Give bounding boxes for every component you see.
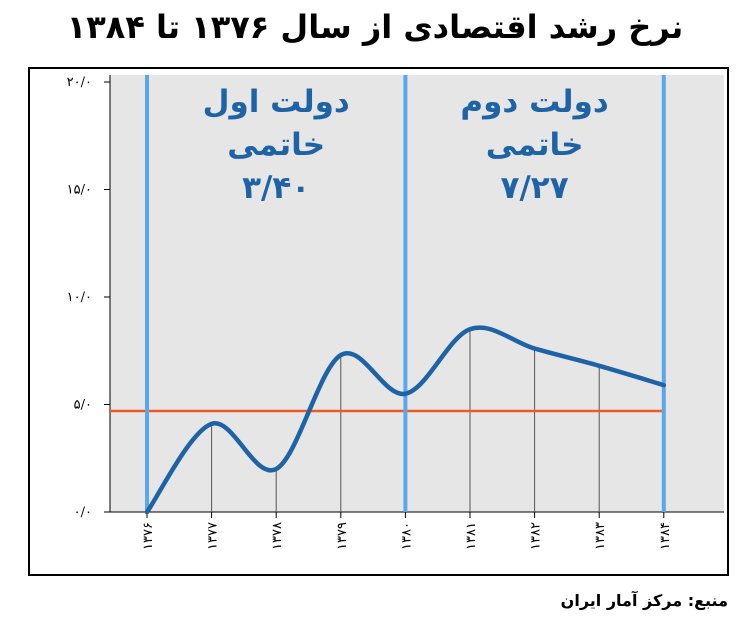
data-point <box>534 348 536 350</box>
data-point <box>275 468 277 470</box>
period-annotation: خاتمی <box>486 127 584 163</box>
x-tick-label: ۱۳۷۶ <box>141 522 156 550</box>
x-tick-label: ۱۳۷۹ <box>335 522 350 550</box>
plot-area <box>110 75 724 512</box>
data-point <box>146 511 148 513</box>
period-annotation: ۷/۲۷ <box>501 170 569 206</box>
period-annotation: خاتمی <box>227 127 325 163</box>
chart-title: نرخ رشد اقتصادی از سال ۱۳۷۶ تا ۱۳۸۴ <box>66 8 684 46</box>
data-point <box>469 328 471 330</box>
y-tick-label: ۰/۰ <box>74 505 92 520</box>
period-annotation: دولت اول <box>203 84 350 120</box>
x-tick-label: ۱۳۷۸ <box>270 522 285 550</box>
x-tick-label: ۱۳۸۱ <box>464 522 479 550</box>
x-tick-label: ۱۳۸۳ <box>593 522 608 550</box>
x-tick-label: ۱۳۸۰ <box>399 522 414 550</box>
source-note: منبع: مرکز آمار ایران <box>560 591 728 610</box>
growth-rate-line <box>144 325 667 515</box>
data-point <box>211 423 213 425</box>
data-point <box>663 384 665 386</box>
data-point <box>340 354 342 356</box>
y-tick-label: ۲۰/۰ <box>67 75 92 90</box>
x-tick-label: ۱۳۷۷ <box>206 522 221 550</box>
period-annotation: دولت دوم <box>460 84 608 120</box>
y-tick-label: ۵/۰ <box>74 398 92 413</box>
data-point <box>404 393 406 395</box>
x-tick-label: ۱۳۸۴ <box>658 522 673 550</box>
period-annotation: ۳/۴۰ <box>242 170 310 206</box>
y-tick-label: ۱۵/۰ <box>67 183 92 198</box>
data-point <box>598 365 600 367</box>
y-tick-label: ۱۰/۰ <box>67 290 92 305</box>
x-tick-label: ۱۳۸۲ <box>529 522 544 550</box>
chart-frame <box>28 67 729 576</box>
